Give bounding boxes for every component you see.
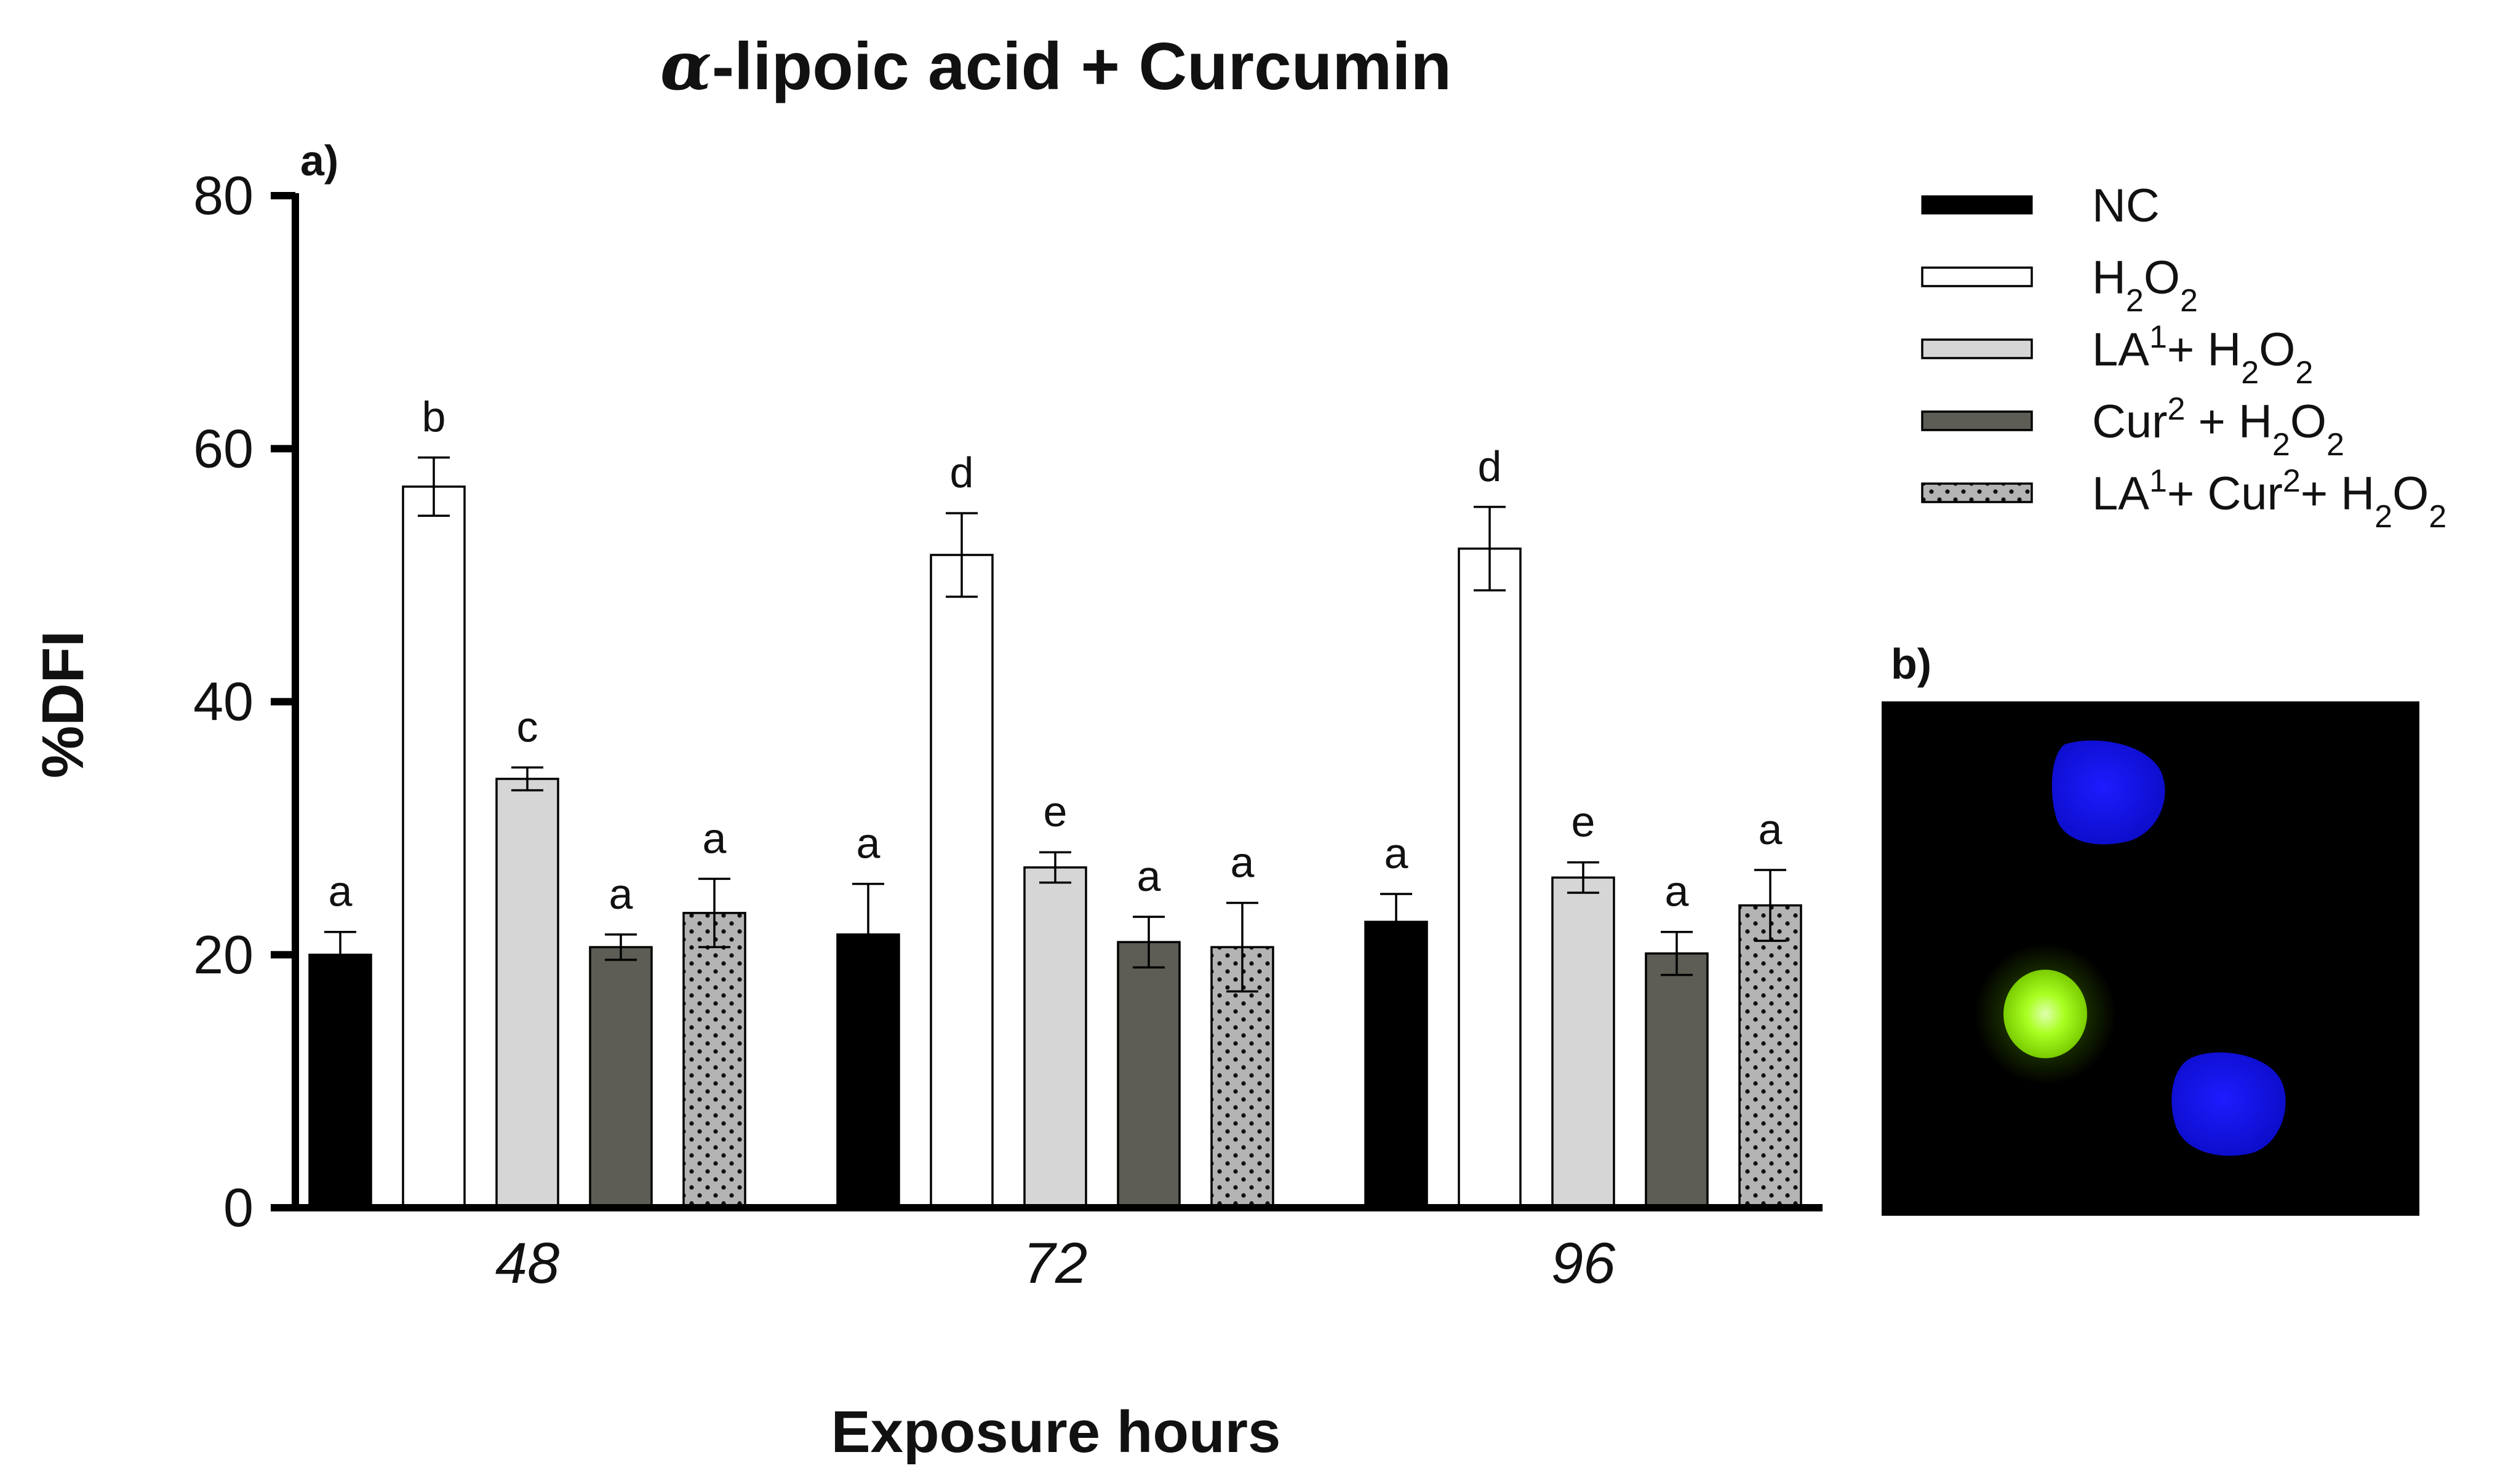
panel-label-b: b) bbox=[1891, 640, 1931, 688]
bar-Cur_H2O2-72 bbox=[1117, 941, 1181, 1209]
bar-LA_Cur_H2O2-48 bbox=[682, 912, 746, 1209]
significance-letter-LA_Cur_H2O2-96: a bbox=[1759, 805, 1783, 853]
bars-layer bbox=[308, 485, 1802, 1209]
legend-label-H2O2: H2O2 bbox=[2092, 252, 2198, 319]
x-tick-label-48: 48 bbox=[495, 1231, 560, 1295]
y-axis-title: %DFI bbox=[30, 631, 96, 778]
legend-swatch-NC bbox=[1921, 195, 2033, 215]
bar-Cur_H2O2-96 bbox=[1645, 952, 1709, 1209]
x-tick-label-72: 72 bbox=[1023, 1231, 1088, 1295]
y-tick-label-40: 40 bbox=[193, 671, 254, 732]
bar-NC-48 bbox=[308, 954, 372, 1209]
legend-label-LA_Cur_H2O2: LA1+ Cur2+ H2O2 bbox=[2092, 463, 2446, 535]
x-axis-title: Exposure hours bbox=[831, 1399, 1281, 1465]
blue-nucleus-bottom bbox=[2171, 1052, 2286, 1156]
title-text: -lipoic acid + Curcumin bbox=[712, 29, 1452, 104]
significance-letter-LA_H2O2-96: e bbox=[1571, 798, 1595, 846]
bar-H2O2-72 bbox=[930, 554, 994, 1209]
bar-LA_H2O2-48 bbox=[495, 778, 559, 1209]
y-tick-label-80: 80 bbox=[193, 165, 254, 226]
significance-letter-NC-72: a bbox=[857, 820, 881, 868]
legend-swatch-H2O2 bbox=[1921, 266, 2033, 287]
legend-swatch-Cur_H2O2 bbox=[1921, 410, 2033, 431]
y-tick-label-60: 60 bbox=[193, 418, 254, 479]
y-tick-label-20: 20 bbox=[193, 924, 254, 985]
significance-letter-LA_Cur_H2O2-48: a bbox=[703, 814, 727, 862]
bar-NC-96 bbox=[1364, 920, 1428, 1209]
green-nucleus bbox=[2003, 970, 2087, 1058]
significance-letter-H2O2-96: d bbox=[1478, 442, 1502, 490]
significance-letter-LA_H2O2-72: e bbox=[1044, 788, 1068, 836]
significance-letters-layer: a b c a a a d e a a a d e a a bbox=[329, 393, 1783, 918]
bar-Cur_H2O2-48 bbox=[589, 946, 653, 1209]
bar-H2O2-96 bbox=[1458, 547, 1522, 1209]
bar-LA_H2O2-72 bbox=[1023, 866, 1087, 1209]
title-greek-alpha: α bbox=[660, 26, 712, 105]
legend-label-LA_H2O2: LA1+ H2O2 bbox=[2092, 319, 2313, 391]
significance-letter-LA_H2O2-48: c bbox=[517, 703, 538, 751]
significance-letter-NC-48: a bbox=[329, 868, 353, 916]
bar-H2O2-48 bbox=[402, 485, 466, 1209]
blue-nucleus-top bbox=[2051, 740, 2165, 845]
axes-layer: 48 72 96 0 20 40 60 80 bbox=[193, 165, 1823, 1295]
legend-label-Cur_H2O2: Cur2 + H2O2 bbox=[2092, 391, 2344, 463]
significance-letter-H2O2-48: b bbox=[422, 393, 446, 441]
significance-letter-LA_Cur_H2O2-72: a bbox=[1231, 838, 1255, 886]
chart-title: α-lipoic acid + Curcumin bbox=[660, 26, 1452, 105]
legend-swatch-LA_H2O2 bbox=[1921, 338, 2033, 359]
significance-letter-Cur_H2O2-96: a bbox=[1665, 868, 1689, 916]
legend-label-NC: NC bbox=[2092, 180, 2160, 232]
panel-label-a: a) bbox=[300, 137, 338, 185]
significance-letter-NC-96: a bbox=[1384, 829, 1408, 877]
legend-swatch-LA_Cur_H2O2 bbox=[1921, 482, 2033, 503]
bar-LA_Cur_H2O2-96 bbox=[1738, 904, 1802, 1209]
significance-letter-Cur_H2O2-72: a bbox=[1137, 852, 1161, 900]
y-tick-label-0: 0 bbox=[223, 1177, 254, 1238]
significance-letter-H2O2-72: d bbox=[950, 449, 974, 497]
significance-letter-Cur_H2O2-48: a bbox=[609, 870, 633, 918]
error-bars-layer bbox=[324, 456, 1786, 993]
bar-LA_H2O2-96 bbox=[1551, 876, 1615, 1209]
micrograph-panel bbox=[1882, 701, 2419, 1216]
x-tick-label-96: 96 bbox=[1551, 1231, 1616, 1295]
